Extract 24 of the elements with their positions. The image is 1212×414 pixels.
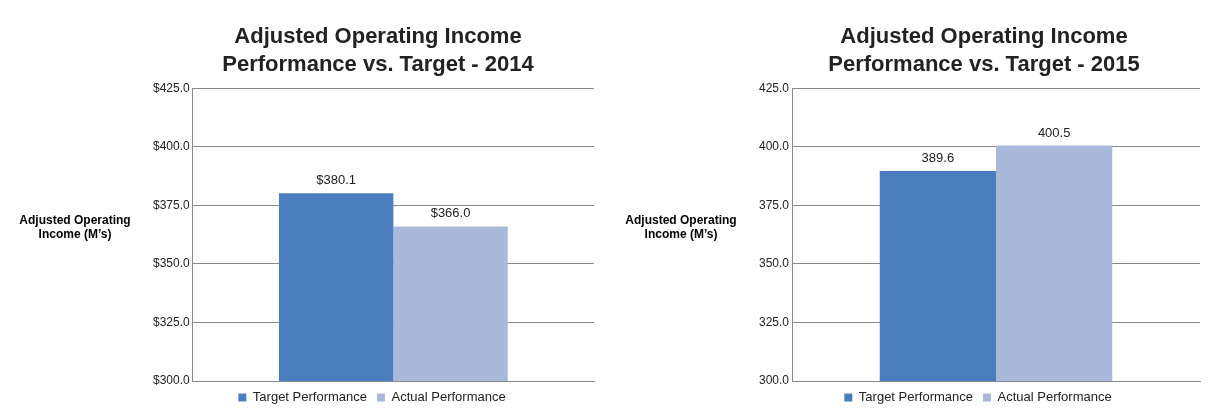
y-tick-label: 425.0 bbox=[759, 80, 790, 95]
data-label: $366.0 bbox=[430, 205, 471, 221]
y-tick-label: 300.0 bbox=[759, 373, 790, 388]
data-label: $380.1 bbox=[316, 172, 357, 188]
legend-label: Actual Performance bbox=[997, 389, 1112, 405]
data-label: 400.5 bbox=[1037, 124, 1071, 140]
legend-label: Actual Performance bbox=[391, 389, 506, 405]
y-tick-label: $425.0 bbox=[153, 80, 191, 95]
y-tick-label: $375.0 bbox=[153, 197, 191, 212]
y-tick-label: 375.0 bbox=[759, 197, 790, 212]
y-tick-label: 325.0 bbox=[759, 314, 790, 329]
legend-label: Target Performance bbox=[858, 389, 974, 405]
y-tick-label: $300.0 bbox=[153, 373, 191, 388]
y-tick-label: $400.0 bbox=[153, 139, 191, 154]
y-axis-title: Adjusted Operating Income (M’s) bbox=[18, 212, 132, 243]
y-tick-label: 350.0 bbox=[759, 256, 790, 271]
y-axis-title: Adjusted Operating Income (M’s) bbox=[624, 212, 738, 243]
y-tick-label: $350.0 bbox=[153, 256, 191, 271]
legend-label: Target Performance bbox=[252, 389, 368, 405]
chart-title: Adjusted Operating Income Performance vs. Target - 2014 bbox=[221, 22, 535, 78]
data-label: 389.6 bbox=[921, 150, 955, 166]
y-tick-label: $325.0 bbox=[153, 314, 191, 329]
y-tick-label: 400.0 bbox=[759, 139, 790, 154]
chart-title: Adjusted Operating Income Performance vs. Target - 2015 bbox=[827, 22, 1141, 78]
